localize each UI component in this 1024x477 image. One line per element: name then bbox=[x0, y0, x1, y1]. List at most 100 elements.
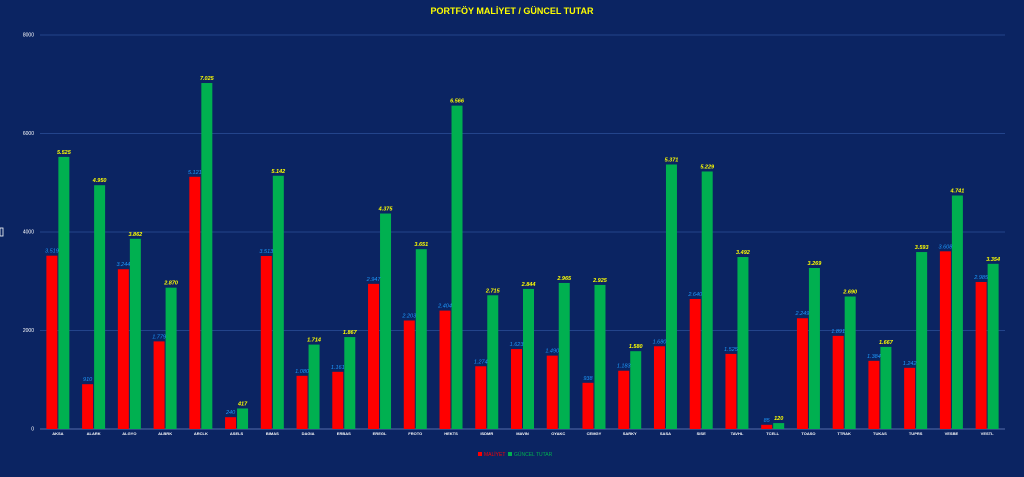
data-label-cost: 910 bbox=[83, 377, 93, 383]
x-tick-label: ALARK bbox=[87, 431, 101, 436]
data-label-current: 1.667 bbox=[879, 340, 894, 346]
data-label-cost: 2.985 bbox=[973, 275, 989, 281]
bar-cost bbox=[725, 353, 737, 429]
bar-cost bbox=[82, 384, 94, 429]
bar-current bbox=[129, 238, 141, 429]
data-label-current: 5.371 bbox=[665, 157, 679, 163]
bar-cost bbox=[868, 360, 880, 429]
x-tick-label: HEKTS bbox=[444, 431, 458, 436]
data-label-current: 1.714 bbox=[307, 338, 321, 344]
bar-cost bbox=[46, 255, 58, 429]
data-label-current: 2.870 bbox=[163, 281, 178, 287]
legend-swatch-cost bbox=[478, 452, 482, 456]
data-labels: 3.519 5.525 910 4.950 3.244 3.862 1.779 2.870 5.… bbox=[45, 76, 1000, 424]
bar-cost bbox=[653, 346, 665, 429]
data-label-current: 2.965 bbox=[556, 276, 572, 282]
data-label-cost: 1.274 bbox=[474, 359, 488, 365]
x-tick-label: TAVHL bbox=[731, 431, 744, 436]
bar-current bbox=[308, 344, 320, 429]
bar-cost bbox=[546, 355, 558, 429]
data-label-cost: 1.623 bbox=[510, 342, 525, 348]
data-label-cost: 2.404 bbox=[437, 304, 452, 310]
x-tick-label: ASELS bbox=[230, 431, 244, 436]
data-label-current: 1.867 bbox=[343, 330, 358, 336]
y-tick-label: 6000 bbox=[23, 131, 34, 137]
y-tick-label: 0 bbox=[31, 427, 34, 433]
bar-cost bbox=[475, 366, 487, 429]
data-label-cost: 2.640 bbox=[687, 292, 703, 298]
x-tick-label: SASA bbox=[660, 431, 671, 436]
data-label-current: 6.566 bbox=[450, 99, 465, 105]
data-label-cost: 3.244 bbox=[116, 262, 130, 268]
x-tick-label: AKSA bbox=[52, 431, 63, 436]
y-axis-marker bbox=[0, 227, 4, 237]
data-label-cost: 938 bbox=[583, 376, 593, 382]
bar-current bbox=[630, 351, 642, 429]
x-tick-label: MAVIN bbox=[516, 431, 529, 436]
data-label-current: 2.844 bbox=[521, 282, 536, 288]
data-label-cost: 2.203 bbox=[401, 314, 417, 320]
data-label-cost: 3.513 bbox=[259, 249, 274, 255]
bar-current bbox=[951, 195, 963, 429]
bar-cost bbox=[439, 310, 451, 429]
data-label-current: 3.269 bbox=[808, 261, 823, 267]
data-label-current: 5.142 bbox=[271, 169, 285, 175]
bar-current bbox=[165, 287, 177, 429]
bar-cost bbox=[403, 320, 415, 429]
bar-current bbox=[201, 83, 213, 430]
data-label-cost: 1.891 bbox=[831, 329, 845, 335]
data-label-cost: 1.680 bbox=[653, 339, 668, 345]
bar-current bbox=[701, 171, 713, 430]
data-label-cost: 1.183 bbox=[617, 364, 632, 370]
legend-label-cost: MALİYET bbox=[484, 451, 505, 458]
bar-current bbox=[808, 268, 820, 429]
bar-cost bbox=[939, 251, 951, 429]
x-tick-label: ALBRK bbox=[158, 431, 172, 436]
x-tick-label: TUPRS bbox=[909, 431, 923, 436]
data-label-current: 3.862 bbox=[128, 232, 142, 238]
data-label-current: 2.715 bbox=[485, 288, 501, 294]
bar-cost bbox=[904, 367, 916, 429]
data-label-current: 5.229 bbox=[700, 164, 715, 170]
bar-current bbox=[594, 284, 606, 429]
bar-cost bbox=[796, 318, 808, 429]
bar-current bbox=[237, 408, 249, 429]
x-tick-label: SISE bbox=[697, 431, 706, 436]
bar-cost bbox=[153, 341, 165, 429]
bar-current bbox=[880, 346, 892, 429]
data-label-cost: 2.249 bbox=[795, 311, 810, 317]
y-axis-ticks: 0 2000 4000 6000 8000 bbox=[23, 33, 34, 433]
bar-current bbox=[272, 175, 284, 429]
bar-current bbox=[665, 164, 677, 429]
data-label-cost: 3.608 bbox=[939, 244, 954, 250]
data-label-cost: 5.121 bbox=[188, 170, 202, 176]
data-label-current: 2.925 bbox=[592, 278, 608, 284]
x-tick-label: TOASO bbox=[801, 431, 815, 436]
data-label-current: 1.580 bbox=[629, 344, 643, 350]
data-label-current: 4.950 bbox=[92, 178, 107, 184]
bar-current bbox=[523, 288, 534, 429]
bar-cost bbox=[117, 269, 129, 429]
legend: MALİYET GÜNCEL TUTAR bbox=[478, 451, 553, 458]
data-label-current: 3.354 bbox=[986, 257, 1000, 263]
bar-current bbox=[558, 282, 570, 429]
data-label-cost: 1.242 bbox=[903, 361, 917, 367]
data-label-cost: 240 bbox=[225, 410, 236, 416]
bar-cost bbox=[761, 424, 773, 429]
x-tick-label: ERBAS bbox=[337, 431, 351, 436]
x-tick-label: ISDMR bbox=[480, 431, 493, 436]
data-label-current: 4.375 bbox=[378, 207, 394, 213]
bar-cost bbox=[225, 417, 237, 429]
bar-cost bbox=[260, 255, 272, 429]
x-tick-label: EREGL bbox=[373, 431, 387, 436]
bar-current bbox=[773, 423, 785, 429]
bar-cost bbox=[582, 382, 594, 429]
data-label-current: 4.741 bbox=[950, 189, 965, 195]
x-tick-label: FROTO bbox=[408, 431, 422, 436]
bar-current bbox=[94, 185, 106, 429]
data-label-current: 120 bbox=[774, 416, 783, 422]
bar-cost bbox=[689, 298, 701, 429]
data-label-current: 3.492 bbox=[736, 250, 750, 256]
data-label-current: 3.593 bbox=[915, 245, 929, 251]
